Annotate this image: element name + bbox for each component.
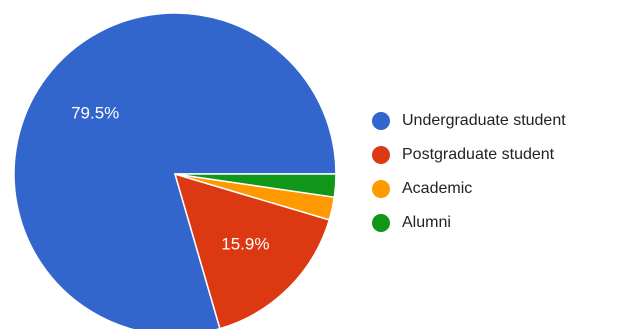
legend-swatch-icon: [372, 112, 390, 130]
chart-legend: Undergraduate student Postgraduate studen…: [372, 108, 566, 244]
legend-item-alumni[interactable]: Alumni: [372, 210, 566, 236]
legend-item-undergraduate-student[interactable]: Undergraduate student: [372, 108, 566, 134]
pie-slice-undergraduate-student[interactable]: [13, 12, 337, 329]
legend-label: Undergraduate student: [402, 112, 566, 129]
pie-chart-plot: 79.5% 15.9%: [13, 12, 337, 329]
legend-swatch-icon: [372, 214, 390, 232]
pie-slice-labels: 79.5% 15.9%: [71, 104, 269, 254]
pie-slices: [13, 12, 337, 329]
legend-item-academic[interactable]: Academic: [372, 176, 566, 202]
pie-slice-postgraduate-student[interactable]: [173, 172, 331, 329]
pie-slice-value-label: 15.9%: [221, 234, 269, 253]
legend-swatch-icon: [372, 180, 390, 198]
legend-label: Postgraduate student: [402, 146, 555, 163]
legend-label: Academic: [402, 180, 473, 197]
legend-item-postgraduate-student[interactable]: Postgraduate student: [372, 142, 566, 168]
legend-label: Alumni: [402, 214, 451, 231]
pie-slice-value-label: 79.5%: [71, 104, 119, 123]
legend-swatch-icon: [372, 146, 390, 164]
pie-slice-alumni[interactable]: [174, 173, 337, 199]
